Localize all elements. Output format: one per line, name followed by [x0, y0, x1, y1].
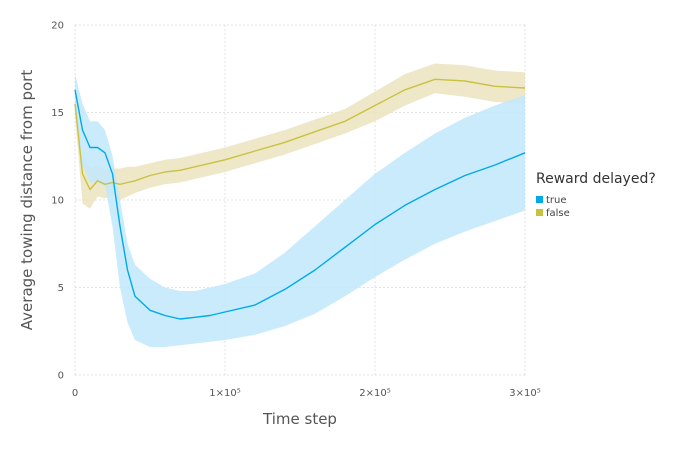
y-axis-ticks: 0 5 10 15 20	[51, 21, 64, 382]
x-tick-label: 1×10⁵	[209, 388, 240, 399]
legend-swatch-true	[536, 196, 543, 203]
x-axis-ticks: 0 1×10⁵ 2×10⁵ 3×10⁵	[72, 388, 541, 399]
x-tick-label: 2×10⁵	[359, 388, 390, 399]
y-tick-label: 15	[51, 108, 64, 119]
band-false	[75, 63, 525, 209]
y-tick-label: 20	[51, 21, 64, 32]
series-line-false	[74, 78, 526, 191]
legend-label-false: false	[546, 208, 570, 219]
y-tick-label: 5	[58, 283, 64, 294]
y-tick-label: 10	[51, 196, 64, 207]
x-tick-label: 3×10⁵	[509, 388, 540, 399]
series-lines	[74, 78, 526, 320]
band-true	[75, 74, 525, 347]
legend-title: Reward delayed?	[536, 171, 656, 187]
x-axis-title: Time step	[262, 410, 337, 428]
legend-swatch-false	[536, 209, 543, 216]
legend-label-true: true	[546, 195, 567, 206]
y-axis-title: Average towing distance from port	[18, 70, 36, 331]
x-tick-label: 0	[72, 388, 78, 399]
confidence-bands	[75, 63, 525, 347]
y-tick-label: 0	[58, 371, 64, 382]
series-line-true	[74, 89, 526, 320]
legend: Reward delayed? true false	[536, 171, 656, 219]
